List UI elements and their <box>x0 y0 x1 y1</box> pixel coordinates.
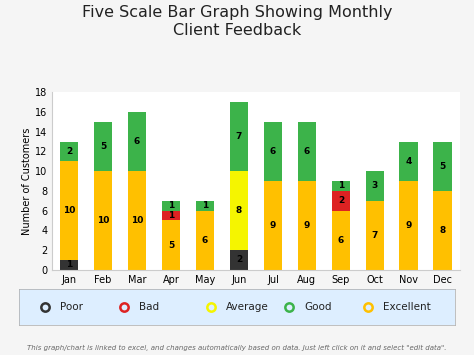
Text: 6: 6 <box>202 236 208 245</box>
Bar <box>331 191 350 211</box>
Bar <box>400 181 418 270</box>
Text: 1: 1 <box>168 211 174 220</box>
Text: 4: 4 <box>406 157 412 166</box>
Text: 1: 1 <box>338 181 344 191</box>
Bar <box>162 201 181 211</box>
Bar <box>196 211 214 270</box>
Text: 8: 8 <box>236 206 242 215</box>
Text: Average: Average <box>226 302 269 312</box>
Text: 10: 10 <box>97 216 109 225</box>
Text: Five Scale Bar Graph Showing Monthly
Client Feedback: Five Scale Bar Graph Showing Monthly Cli… <box>82 5 392 38</box>
Text: 5: 5 <box>440 162 446 171</box>
Text: 1: 1 <box>66 260 72 269</box>
Text: 1: 1 <box>202 201 208 210</box>
Bar <box>94 171 112 270</box>
Bar <box>60 161 79 260</box>
Text: This graph/chart is linked to excel, and changes automatically based on data. Ju: This graph/chart is linked to excel, and… <box>27 345 447 351</box>
Bar <box>264 122 283 181</box>
Text: 7: 7 <box>236 132 242 141</box>
Bar <box>365 171 384 201</box>
Text: 10: 10 <box>131 216 143 225</box>
Bar <box>264 181 283 270</box>
Text: 6: 6 <box>134 137 140 146</box>
Bar <box>128 112 146 171</box>
Text: 1: 1 <box>168 201 174 210</box>
Bar <box>400 142 418 181</box>
Bar <box>331 181 350 191</box>
Text: 2: 2 <box>338 196 344 205</box>
Text: Bad: Bad <box>139 302 159 312</box>
Bar <box>365 201 384 270</box>
Bar <box>162 220 181 270</box>
Bar <box>298 122 316 181</box>
Text: 5: 5 <box>100 142 106 151</box>
Bar <box>433 191 452 270</box>
Bar <box>229 102 248 171</box>
Text: 2: 2 <box>236 256 242 264</box>
Text: Excellent: Excellent <box>383 302 431 312</box>
Bar <box>229 250 248 270</box>
X-axis label: 2021: 2021 <box>242 293 270 303</box>
Bar <box>94 122 112 171</box>
Text: 6: 6 <box>304 147 310 156</box>
Y-axis label: Number of Customers: Number of Customers <box>22 127 32 235</box>
Text: 9: 9 <box>270 221 276 230</box>
Text: 3: 3 <box>372 181 378 191</box>
Bar <box>128 171 146 270</box>
Text: 10: 10 <box>63 206 75 215</box>
Text: 6: 6 <box>270 147 276 156</box>
Text: Poor: Poor <box>60 302 83 312</box>
Text: 6: 6 <box>338 236 344 245</box>
Text: 7: 7 <box>372 231 378 240</box>
Text: 9: 9 <box>406 221 412 230</box>
Bar <box>60 260 79 270</box>
Bar <box>60 142 79 161</box>
Text: 8: 8 <box>440 226 446 235</box>
Text: 2: 2 <box>66 147 72 156</box>
Bar <box>162 211 181 220</box>
Bar <box>229 171 248 250</box>
Text: Good: Good <box>305 302 332 312</box>
Bar <box>331 211 350 270</box>
Text: 9: 9 <box>304 221 310 230</box>
Text: 5: 5 <box>168 241 174 250</box>
Bar <box>196 201 214 211</box>
Bar <box>433 142 452 191</box>
Bar <box>298 181 316 270</box>
